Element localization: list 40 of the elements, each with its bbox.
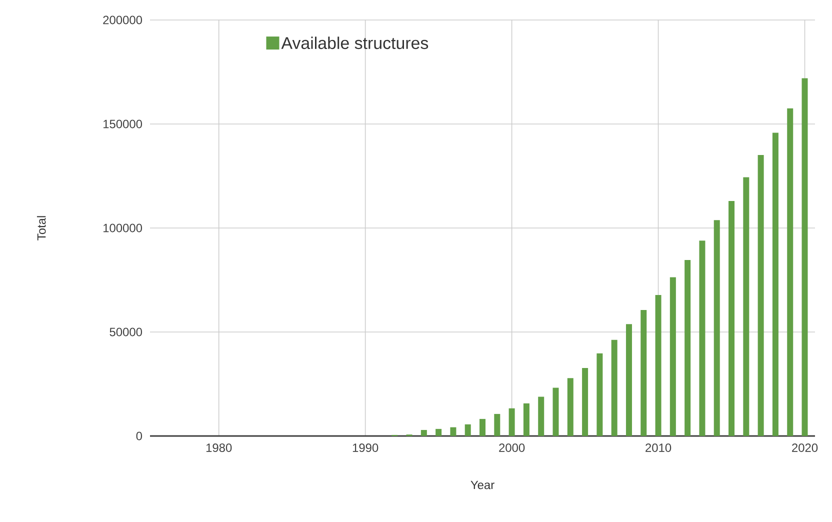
y-tick-label: 100000 [103, 224, 142, 232]
bar [714, 220, 720, 436]
x-tick-label: 2000 [499, 444, 525, 452]
x-tick-label: 2020 [792, 444, 818, 452]
bar [684, 260, 691, 436]
y-tick-label: 0 [136, 432, 142, 440]
bar [552, 388, 559, 436]
y-axis-title: Total [36, 216, 46, 240]
x-tick-label: 1990 [352, 444, 378, 452]
bar [464, 424, 471, 436]
bar [728, 200, 735, 436]
bar [743, 177, 750, 436]
bar [596, 353, 603, 436]
bar [611, 340, 618, 436]
bar [655, 294, 662, 436]
bar [494, 414, 500, 436]
bar [626, 324, 632, 436]
bar [582, 368, 588, 436]
bar [420, 430, 427, 436]
bar [772, 132, 778, 436]
bar [480, 418, 486, 436]
x-tick-label: 2010 [646, 444, 672, 452]
bar [538, 396, 544, 436]
x-axis-title: Year [470, 480, 494, 490]
y-tick-label: 200000 [103, 16, 142, 24]
bar [450, 427, 456, 436]
x-tick-label: 1980 [206, 444, 232, 452]
bar [802, 78, 808, 436]
y-tick-label: 50000 [110, 328, 142, 336]
bar [787, 108, 794, 436]
bar [640, 310, 647, 436]
bar [670, 277, 676, 436]
y-tick-label: 150000 [103, 120, 142, 128]
bar [523, 403, 530, 436]
bar [699, 240, 706, 436]
legend-label: Available structures [281, 36, 428, 50]
bar [436, 428, 442, 436]
bar [567, 378, 574, 436]
bar [508, 408, 515, 436]
bar [758, 154, 764, 436]
